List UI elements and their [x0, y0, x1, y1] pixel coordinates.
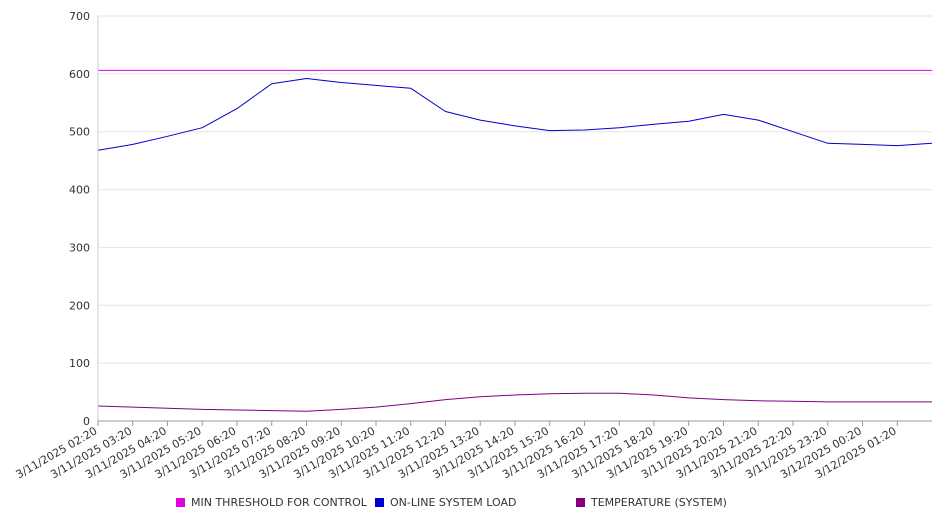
series-line-2	[97, 392, 932, 412]
legend-item-load[interactable]: ON-LINE SYSTEM LOAD	[375, 496, 516, 509]
y-tick-label: 200	[69, 299, 90, 312]
y-tick-label: 0	[83, 415, 90, 428]
series-lines	[97, 69, 933, 412]
legend-label-temperature: TEMPERATURE (SYSTEM)	[591, 496, 727, 509]
y-tick-label: 600	[69, 68, 90, 81]
y-tick-label: 500	[69, 126, 90, 139]
legend-label-threshold: MIN THRESHOLD FOR CONTROL	[191, 496, 367, 509]
legend-label-load: ON-LINE SYSTEM LOAD	[390, 496, 517, 509]
legend-swatch-temperature	[576, 498, 585, 507]
series-line-1	[97, 78, 933, 151]
y-tick-label: 700	[69, 10, 90, 23]
y-tick-label: 400	[69, 184, 90, 197]
legend-item-temperature[interactable]: TEMPERATURE (SYSTEM)	[576, 496, 727, 509]
x-axis-ticks: 3/11/2025 02:203/11/2025 03:203/11/2025 …	[14, 421, 899, 481]
y-axis-ticks: 0 100 200 300 400 500 600 700	[69, 10, 90, 428]
legend-swatch-threshold	[176, 498, 185, 507]
y-tick-label: 100	[69, 357, 90, 370]
legend-swatch-load	[375, 498, 384, 507]
grid-lines	[98, 15, 932, 364]
legend-item-threshold[interactable]: MIN THRESHOLD FOR CONTROL	[176, 496, 367, 509]
y-tick-label: 300	[69, 241, 90, 254]
legend: MIN THRESHOLD FOR CONTROL ON-LINE SYSTEM…	[0, 496, 946, 516]
line-chart: 0 100 200 300 400 500 600 700 3/11/2025 02:203/…	[14, 10, 933, 481]
